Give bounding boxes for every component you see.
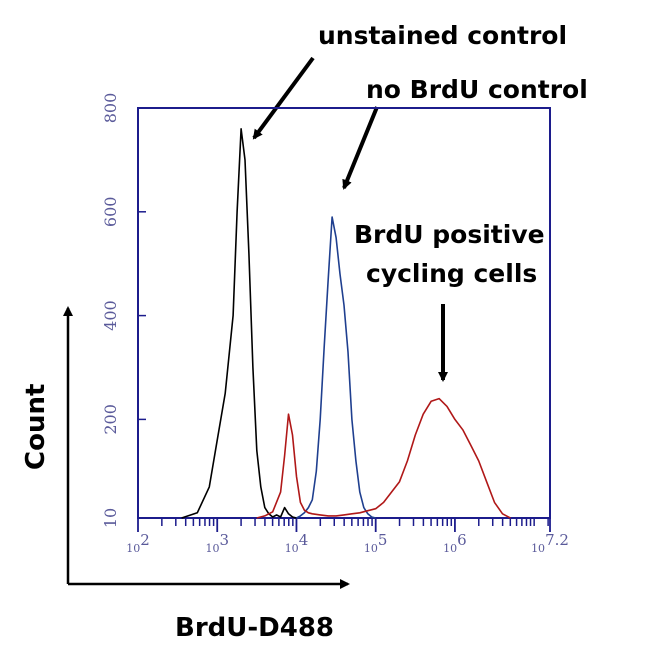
x-tick-label: 103 [205, 531, 229, 555]
x-tick-label: 104 [285, 531, 309, 555]
series-line-brdu_pos [256, 397, 511, 519]
annotation-brdu-positive-line2: cycling cells [366, 259, 537, 288]
series-line-unstained [181, 128, 297, 519]
x-tick-label: 106 [443, 531, 467, 555]
arrow-no-brdu [342, 106, 379, 190]
y-tick-label: 800 [101, 93, 120, 124]
annotation-unstained: unstained control [318, 21, 567, 50]
y-tick-label: 600 [101, 197, 120, 228]
x-axis: 102 103 104 105 106 107.2 [126, 518, 569, 555]
annotation-brdu-positive-line1: BrdU positive [354, 220, 545, 249]
y-tick-label: 10 [101, 508, 120, 528]
arrow-unstained [252, 56, 315, 140]
annotation-no-brdu: no BrdU control [366, 75, 588, 104]
series-group [181, 128, 511, 519]
x-tick-label: 105 [364, 531, 388, 555]
y-tick-label: 200 [101, 404, 120, 435]
y-tick-label: 400 [101, 300, 120, 331]
x-tick-label: 102 [126, 531, 150, 555]
x-tick-label: 107.2 [531, 531, 569, 555]
y-axis: 10 200 400 600 800 [101, 93, 146, 528]
x-axis-label: BrdU-D488 [175, 613, 334, 643]
y-axis-label: Count [21, 384, 51, 470]
series-line-no_brdu [296, 216, 376, 519]
